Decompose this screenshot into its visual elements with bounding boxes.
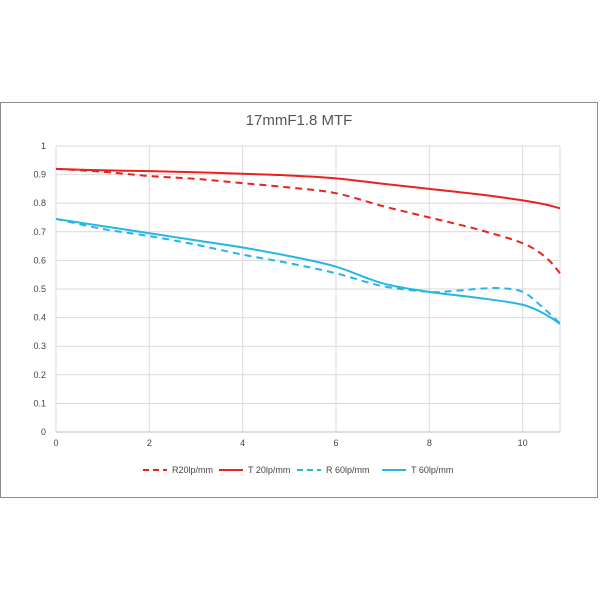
series-line-3 xyxy=(55,217,561,325)
legend-entry-label: R20lp/mm xyxy=(172,465,213,475)
x-tick-label: 2 xyxy=(147,438,152,448)
legend-entry-label: T 60lp/mm xyxy=(411,465,453,475)
series-line-1 xyxy=(55,167,561,274)
y-tick-label: 0.1 xyxy=(33,398,46,408)
x-tick-label: 4 xyxy=(240,438,245,448)
y-tick-label: 0.7 xyxy=(33,227,46,237)
axes: 00.10.20.30.40.50.60.70.80.910 2 4 6 8 10 xyxy=(33,141,560,448)
series-line-4 xyxy=(55,217,561,325)
x-tick-label: 0 xyxy=(53,438,58,448)
legend-entry-label: R 60lp/mm xyxy=(326,465,370,475)
y-tick-label: 1 xyxy=(41,141,46,151)
x-tick-label: 6 xyxy=(333,438,338,448)
y-tick-label: 0 xyxy=(41,427,46,437)
y-tick-label: 0.2 xyxy=(33,370,46,380)
y-tick-label: 0.4 xyxy=(33,313,46,323)
x-tick-label: 10 xyxy=(518,438,528,448)
mtf-chart: 17mmF1.8 MTF 0 0.1 0.2 0.3 0.4 0.5 0.6 0.7 0.8 0.… xyxy=(33,112,561,475)
y-tick-label: 0.8 xyxy=(33,198,46,208)
y-tick-label: 0.3 xyxy=(33,341,46,351)
legend: R20lp/mm T 20lp/mm R 60lp/mm T 60lp/mm xyxy=(143,465,453,475)
legend-entry-label: T 20lp/mm xyxy=(248,465,290,475)
y-tick-label: 0.6 xyxy=(33,255,46,265)
series-line-2 xyxy=(55,167,561,210)
series-layer xyxy=(55,167,561,325)
chart-title: 17mmF1.8 MTF xyxy=(246,112,353,129)
y-tick-label: 0.5 xyxy=(33,284,46,294)
y-tick-label: 0.9 xyxy=(33,170,46,180)
x-tick-label: 8 xyxy=(427,438,432,448)
chart-frame: 17mmF1.8 MTF 0 0.1 0.2 0.3 0.4 0.5 0.6 0.7 0.8 0.… xyxy=(0,102,598,498)
